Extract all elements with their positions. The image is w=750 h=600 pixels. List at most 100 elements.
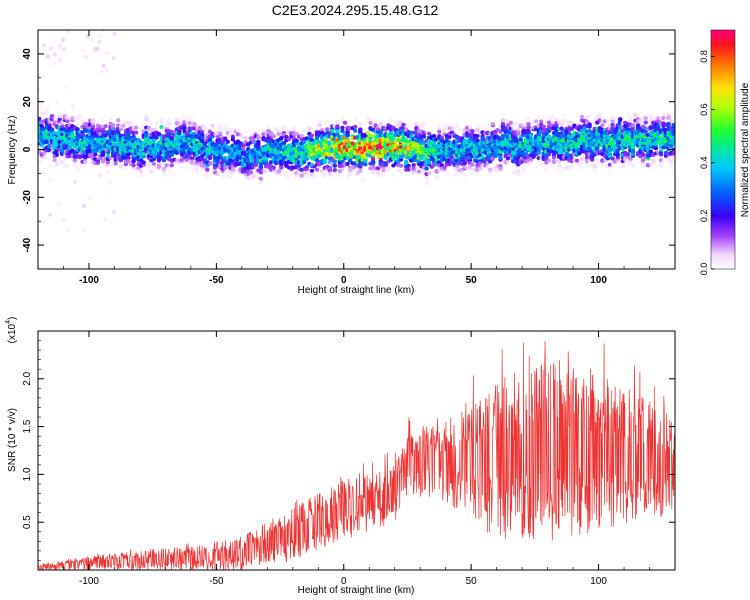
spectrogram-cell bbox=[62, 108, 67, 113]
spectrogram-cell bbox=[284, 126, 289, 131]
spectrogram-cell bbox=[353, 117, 358, 122]
spectrogram-cell bbox=[151, 157, 157, 162]
spectrogram-cell bbox=[228, 127, 233, 132]
spectrogram-cell bbox=[243, 130, 248, 135]
spectrogram-cell bbox=[549, 164, 554, 169]
spectrogram-cell bbox=[167, 169, 172, 174]
spectrogram-cell bbox=[169, 163, 174, 168]
spectrogram-cell bbox=[42, 151, 47, 156]
spectrogram-cell bbox=[271, 165, 276, 170]
spectrogram-cell bbox=[521, 169, 526, 174]
spectrogram-cell bbox=[154, 125, 159, 130]
spectrogram-cell bbox=[215, 171, 220, 176]
spectrogram-cell bbox=[516, 172, 521, 177]
spectrogram-cell bbox=[309, 168, 315, 173]
spectrogram-cell bbox=[477, 123, 483, 128]
spectrogram-cell bbox=[307, 127, 312, 132]
spectrogram-cell bbox=[258, 164, 264, 169]
spectrogram-cell bbox=[488, 170, 493, 174]
spectrogram-cell bbox=[80, 132, 85, 137]
spectrogram-cell bbox=[159, 161, 164, 166]
spectrogram-cell bbox=[314, 167, 320, 172]
spectrogram-cell bbox=[508, 120, 513, 125]
spectrogram-cell bbox=[151, 138, 157, 143]
spectrogram-cell bbox=[230, 137, 236, 142]
spectrogram-cell bbox=[386, 166, 391, 171]
spectrogram-cell bbox=[200, 139, 205, 144]
spectrogram-cell bbox=[470, 162, 475, 167]
spectrogram-cell bbox=[256, 127, 261, 132]
spectrogram-cell bbox=[121, 123, 126, 128]
spectrogram-cell bbox=[57, 114, 62, 119]
spectrogram-cell bbox=[113, 161, 118, 166]
spectrogram-cell bbox=[353, 128, 358, 133]
spectrogram-cell bbox=[146, 118, 151, 123]
spectrogram-cell bbox=[90, 118, 96, 123]
spectrogram-cell bbox=[421, 134, 427, 139]
spectrogram-cell bbox=[521, 124, 526, 128]
spectrogram-cell bbox=[398, 170, 404, 174]
spectrogram-cell bbox=[149, 169, 154, 174]
spectrogram-cell bbox=[406, 124, 411, 128]
spectrogram-cell bbox=[230, 171, 236, 176]
spectrogram-cell bbox=[432, 141, 437, 146]
spectrogram-cell bbox=[327, 171, 332, 176]
spectrogram-cell bbox=[391, 172, 396, 177]
spectrogram-cell bbox=[317, 117, 322, 122]
spectrogram-cell bbox=[414, 166, 419, 171]
spectrogram-cell bbox=[511, 126, 516, 131]
spectrogram-cell bbox=[332, 174, 337, 179]
spectrogram-cell bbox=[335, 124, 340, 129]
spectrogram-cell bbox=[126, 132, 131, 137]
spectrogram-cell bbox=[235, 128, 241, 133]
spectrogram-cell bbox=[437, 129, 442, 134]
spectrogram-cell bbox=[184, 165, 190, 170]
spectrogram-cell bbox=[169, 136, 174, 141]
spectrogram-cell bbox=[126, 117, 131, 122]
spectrogram-cell bbox=[70, 116, 75, 121]
spectrogram-cell bbox=[302, 140, 307, 144]
spectrogram-cell bbox=[75, 165, 80, 170]
spectrogram-cell bbox=[322, 160, 327, 164]
spectrogram-cell bbox=[108, 162, 113, 167]
spectrogram-cell bbox=[358, 127, 363, 132]
spectrogram-cell bbox=[556, 159, 562, 164]
spectrogram-cell bbox=[256, 131, 261, 136]
spectrogram-cell bbox=[195, 170, 200, 175]
spectrogram-cell bbox=[103, 115, 108, 120]
spectrogram-cell bbox=[116, 130, 121, 135]
spectrogram-cell bbox=[192, 122, 197, 126]
spectrogram-cell bbox=[228, 131, 233, 136]
spectrogram-cell bbox=[161, 172, 167, 177]
spectrogram-cell bbox=[177, 131, 182, 136]
spectrogram-cell bbox=[322, 171, 327, 176]
spectrogram-cell bbox=[146, 164, 151, 169]
spectrogram-cell bbox=[454, 171, 460, 176]
spectrogram-cell bbox=[526, 122, 531, 127]
spectrogram-cell bbox=[358, 121, 363, 126]
spectrogram-cell bbox=[289, 171, 294, 176]
spectrogram-cell bbox=[536, 151, 541, 156]
spectrogram-cell bbox=[167, 121, 172, 126]
spectrogram-cell bbox=[317, 123, 322, 128]
spectrogram-cell bbox=[144, 114, 149, 119]
spectrogram-cell bbox=[105, 170, 111, 174]
spectrogram-cell bbox=[44, 109, 50, 114]
spectrogram-cell bbox=[381, 173, 386, 178]
spectrogram-cells bbox=[38, 30, 675, 233]
spectrogram-cell bbox=[93, 152, 98, 157]
spectrogram-cell bbox=[587, 114, 592, 119]
spectrogram-cell bbox=[500, 112, 506, 117]
spectrogram-cell bbox=[442, 127, 447, 132]
spectrogram-cell bbox=[57, 155, 62, 160]
spectrogram-cell bbox=[95, 119, 101, 123]
spectrogram-cell bbox=[363, 162, 368, 167]
spectrogram-cell bbox=[205, 170, 210, 175]
spectrogram-cell bbox=[325, 120, 330, 124]
spectrogram-cell bbox=[139, 173, 144, 178]
spectrogram-cell bbox=[65, 116, 70, 121]
spectrogram-cell bbox=[54, 162, 60, 167]
spectrogram-cell bbox=[128, 121, 134, 125]
spectrogram-cell bbox=[108, 117, 113, 122]
